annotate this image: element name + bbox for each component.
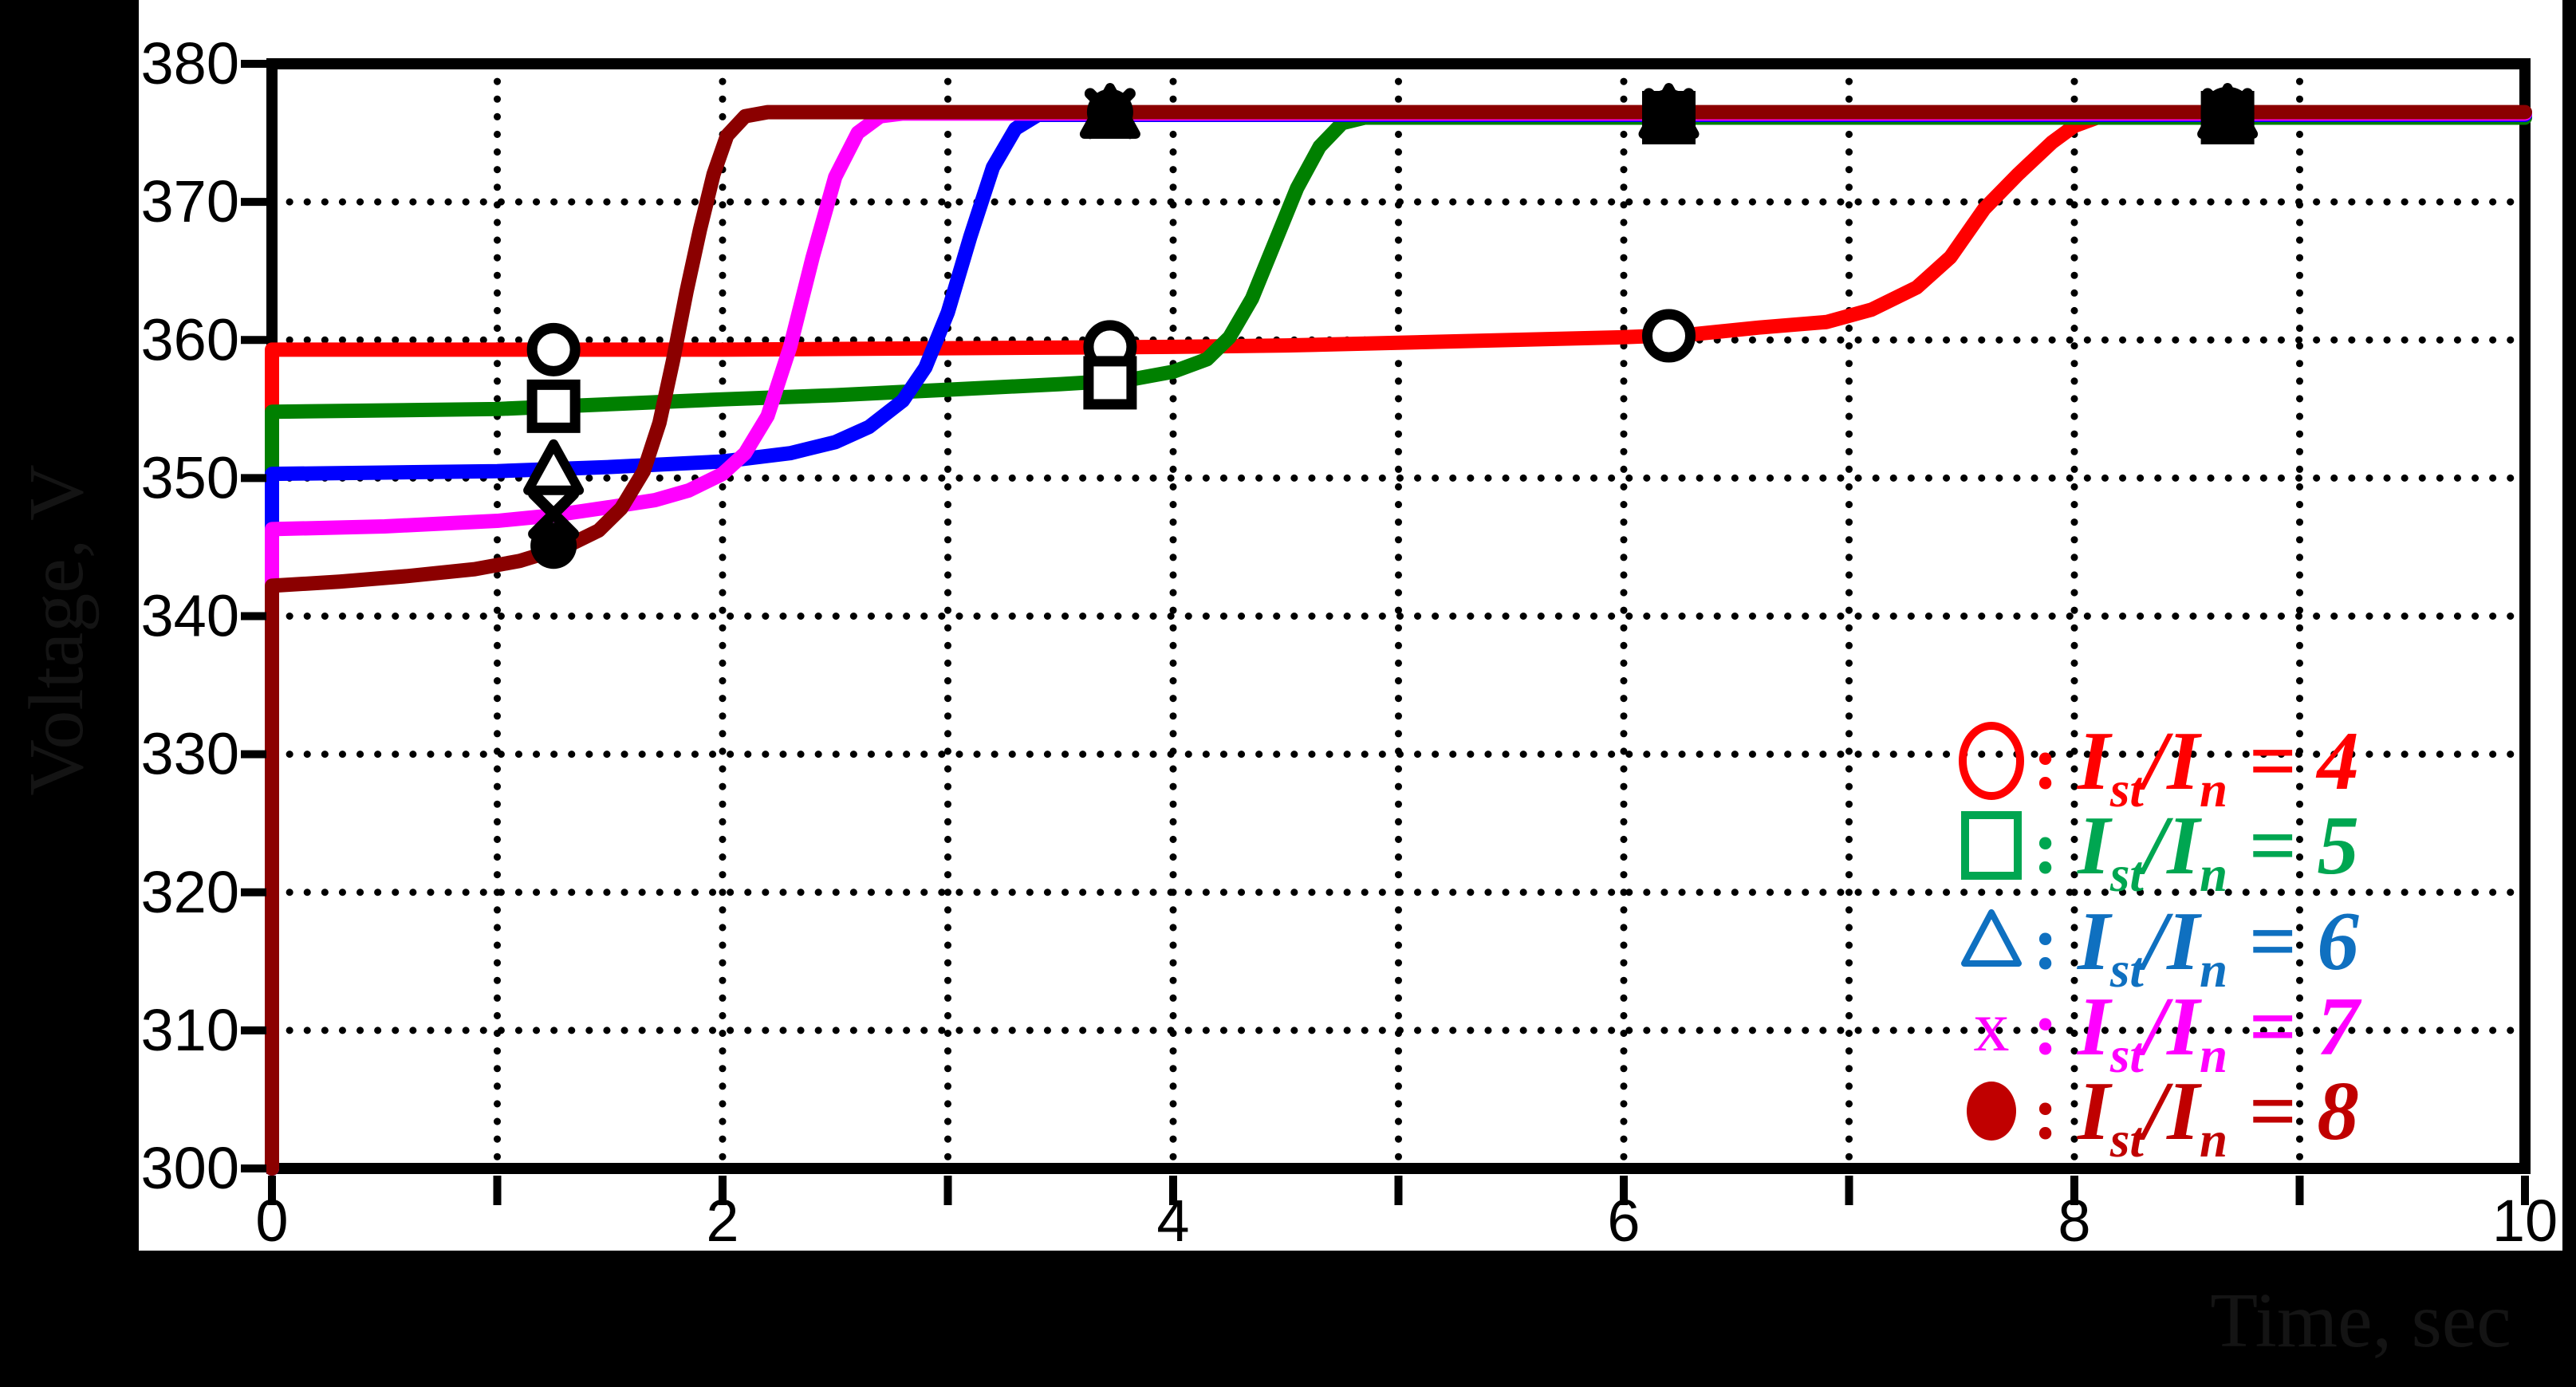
x-tick-label-4: 4	[1156, 1188, 1189, 1254]
y-tick-label-360: 360	[141, 306, 239, 372]
curve-4	[265, 106, 2532, 1176]
axis-titles: Voltage, V Time, sec	[14, 464, 2511, 1364]
curve-8	[265, 104, 2532, 1176]
filled-circle-marker-icon	[2204, 89, 2251, 136]
legend-row-4: : Ist/In = 4	[1959, 714, 2359, 818]
marker-circle-filled-series-8	[1086, 89, 1133, 136]
legend-colon: :	[2033, 805, 2058, 889]
y-tick-label-300: 300	[141, 1135, 239, 1201]
axis-tick-labels: 0 2 4 6 8 10 300 310 320 330 340 350 360 370 380	[141, 30, 2558, 1254]
marker-square-open-series-5	[526, 379, 581, 433]
legend-symbol-triangle-open	[1961, 909, 2022, 967]
curve-6	[265, 108, 2532, 1176]
marker-square-open-series-5	[1083, 356, 1137, 410]
legend-circle-icon	[1959, 722, 2024, 800]
x-axis-title: Time, sec	[2210, 1278, 2511, 1364]
square-marker-icon	[1083, 356, 1137, 410]
curve-5	[265, 110, 2532, 1176]
square-marker-icon	[526, 379, 581, 433]
x-tick-label-0: 0	[255, 1188, 288, 1254]
legend-x-icon: x	[1974, 987, 2010, 1066]
marker-circle-filled-series-8	[530, 522, 577, 569]
plot-panel	[139, 0, 2562, 1251]
legend-row-8: : Ist/In = 8	[1967, 1064, 2359, 1168]
legend-symbol-square-open	[1961, 811, 2022, 880]
legend-row-7: x: Ist/In = 7	[1974, 979, 2362, 1083]
legend-colon: :	[2033, 900, 2058, 985]
legend-colon: :	[2033, 720, 2058, 805]
legend-row-5: : Ist/In = 5	[1961, 798, 2359, 902]
y-tick-label-340: 340	[141, 583, 239, 649]
legend-label: Ist/In = 5	[2076, 798, 2359, 902]
marker-circle-open-series-4	[1642, 309, 1696, 363]
x-tick-label-2: 2	[706, 1188, 739, 1254]
y-tick-label-370: 370	[141, 168, 239, 234]
legend-square-icon	[1961, 811, 2022, 880]
legend-symbol-circle-filled	[1967, 1082, 2016, 1141]
curve-7	[265, 106, 2532, 1176]
marker-circle-filled-series-8	[1645, 89, 1692, 136]
marker-circle-open-series-4	[526, 322, 581, 376]
triangle-marker-icon	[523, 439, 585, 495]
circle-marker-icon	[526, 322, 581, 376]
filled-circle-marker-icon	[1645, 89, 1692, 136]
marker-circle-filled-series-8	[2204, 89, 2251, 136]
y-tick-label-350: 350	[141, 444, 239, 510]
legend-colon: :	[2033, 986, 2058, 1070]
filled-circle-marker-icon	[1086, 89, 1133, 136]
axis-ticks	[241, 60, 2529, 1205]
legend-row-6: : Ist/In = 6	[1961, 894, 2359, 998]
x-tick-label-8: 8	[2058, 1188, 2090, 1254]
legend-colon: :	[2033, 1070, 2058, 1155]
legend-label: Ist/In = 4	[2076, 714, 2359, 818]
marker-triangle-open-series-6	[523, 439, 585, 495]
legend-symbol-circle-open	[1959, 722, 2024, 800]
y-tick-label-330: 330	[141, 721, 239, 787]
y-tick-label-380: 380	[141, 30, 239, 97]
legend-label: Ist/In = 6	[2076, 894, 2359, 998]
legend-label: Ist/In = 7	[2076, 979, 2361, 1083]
y-axis-title: Voltage, V	[14, 464, 100, 796]
legend-filled-circle-icon	[1967, 1082, 2016, 1141]
chart-legend: : Ist/In = 4: Ist/In = 5: Ist/In = 6x: Ist/I…	[1959, 714, 2362, 1168]
filled-circle-marker-icon	[530, 522, 577, 569]
y-tick-label-310: 310	[141, 997, 239, 1063]
legend-label: Ist/In = 8	[2076, 1064, 2359, 1168]
data-markers	[523, 83, 2259, 569]
circle-marker-icon	[1642, 309, 1696, 363]
y-tick-label-320: 320	[141, 859, 239, 925]
x-tick-label-6: 6	[1607, 1188, 1640, 1254]
x-tick-label-10: 10	[2492, 1188, 2558, 1254]
legend-triangle-icon	[1961, 909, 2022, 967]
legend-symbol-x: x	[1974, 987, 2010, 1066]
data-curves	[265, 104, 2532, 1176]
